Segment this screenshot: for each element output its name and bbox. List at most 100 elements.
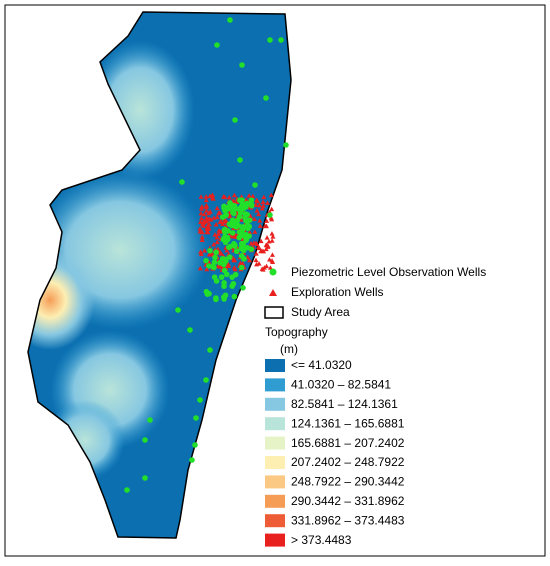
exploration-well: [199, 229, 205, 235]
exploration-well: [214, 239, 220, 245]
exploration-well: [199, 237, 205, 243]
exploration-well: [198, 210, 204, 216]
exploration-well: [258, 238, 264, 244]
observation-well: [206, 290, 212, 297]
legend-class-label: 331.8962 – 373.4483: [291, 513, 405, 527]
observation-well: [223, 271, 230, 278]
exploration-well: [254, 208, 260, 213]
observation-well: [213, 249, 219, 256]
observation-well: [278, 37, 284, 43]
wells: [124, 17, 289, 493]
exploration-well: [217, 249, 223, 255]
exploration-well: [247, 257, 253, 263]
exploration-well: [199, 234, 205, 240]
observation-well: [229, 217, 236, 223]
observation-well: [222, 292, 229, 299]
exploration-well: [251, 240, 257, 245]
observation-well: [237, 209, 244, 216]
legend-class-label: 207.2402 – 248.7922: [291, 455, 405, 469]
exploration-well: [240, 261, 246, 266]
observation-well: [210, 263, 216, 270]
observation-well: [226, 221, 233, 227]
observation-well: [236, 197, 243, 203]
observation-well: [242, 234, 248, 240]
exploration-well: [263, 242, 269, 247]
legend-class-swatch: [265, 533, 285, 547]
exploration-well: [222, 194, 228, 200]
exploration-well: [234, 199, 240, 204]
observation-well: [211, 259, 218, 266]
exploration-well: [198, 251, 204, 256]
observation-well: [267, 37, 273, 43]
exploration-well: [252, 229, 258, 234]
exploration-well: [207, 193, 213, 198]
legend-class-swatch: [265, 359, 285, 372]
legend-study-area-symbol: [264, 306, 284, 319]
exploration-well: [257, 223, 263, 228]
observation-well: [283, 142, 289, 148]
legend-class-label: 290.3442 – 331.8962: [291, 494, 405, 508]
observation-well: [229, 283, 235, 289]
observation-well: [175, 307, 181, 313]
observation-well: [244, 211, 250, 218]
observation-well: [238, 253, 245, 259]
observation-well: [203, 377, 209, 383]
legend-class-label: > 373.4483: [291, 533, 352, 547]
exploration-well: [203, 194, 209, 199]
exploration-well: [232, 266, 238, 272]
exploration-well: [270, 234, 276, 239]
exploration-well: [262, 223, 268, 229]
exploration-well: [261, 194, 267, 200]
legend: Piezometric Level Observation Wells Expl…: [264, 265, 486, 547]
exploration-well: [258, 248, 264, 254]
legend-class-label: 124.1361 – 165.6881: [291, 416, 405, 430]
exploration-well: [214, 214, 220, 220]
observation-well: [207, 247, 213, 254]
legend-class-label: <= 41.0320: [291, 358, 352, 372]
observation-well: [213, 296, 219, 303]
exploration-well: [198, 206, 204, 211]
observation-well: [240, 285, 246, 291]
exploration-well: [200, 221, 206, 227]
observation-well: [142, 475, 148, 481]
observation-well: [179, 179, 185, 185]
observation-well: [193, 415, 199, 421]
observation-well: [267, 212, 273, 218]
exploration-well: [198, 194, 204, 199]
exploration-well: [269, 238, 275, 243]
observation-well: [240, 224, 246, 230]
observation-well: [252, 182, 258, 188]
observation-well: [124, 487, 130, 493]
exploration-well: [205, 223, 211, 228]
observation-well: [248, 201, 254, 207]
legend-exploration-symbol: [269, 289, 277, 296]
observation-well: [226, 254, 233, 260]
observation-well: [192, 442, 198, 448]
observation-well: [263, 95, 269, 101]
exploration-well: [211, 241, 217, 247]
legend-exploration-label: Exploration Wells: [291, 285, 383, 299]
observation-well: [232, 117, 238, 123]
exploration-well: [197, 226, 203, 231]
exploration-well: [203, 203, 209, 208]
exploration-well: [227, 213, 233, 219]
exploration-well: [264, 235, 270, 240]
observation-well: [231, 210, 237, 217]
exploration-well: [226, 194, 232, 200]
observation-well: [189, 457, 195, 463]
observation-well: [243, 200, 250, 207]
exploration-well: [206, 251, 212, 257]
legend-class-swatch: [265, 456, 285, 469]
legend-class-swatch: [265, 417, 285, 431]
legend-study-area-label: Study Area: [291, 305, 350, 319]
exploration-well: [215, 263, 221, 269]
exploration-well: [243, 197, 249, 202]
exploration-well: [201, 211, 207, 217]
exploration-well: [199, 204, 205, 209]
legend-class-label: 165.6881 – 207.2402: [291, 436, 405, 450]
observation-well: [227, 243, 234, 250]
exploration-well: [216, 210, 222, 216]
exploration-well: [254, 261, 260, 267]
exploration-well: [267, 257, 273, 262]
observation-well: [222, 236, 228, 242]
